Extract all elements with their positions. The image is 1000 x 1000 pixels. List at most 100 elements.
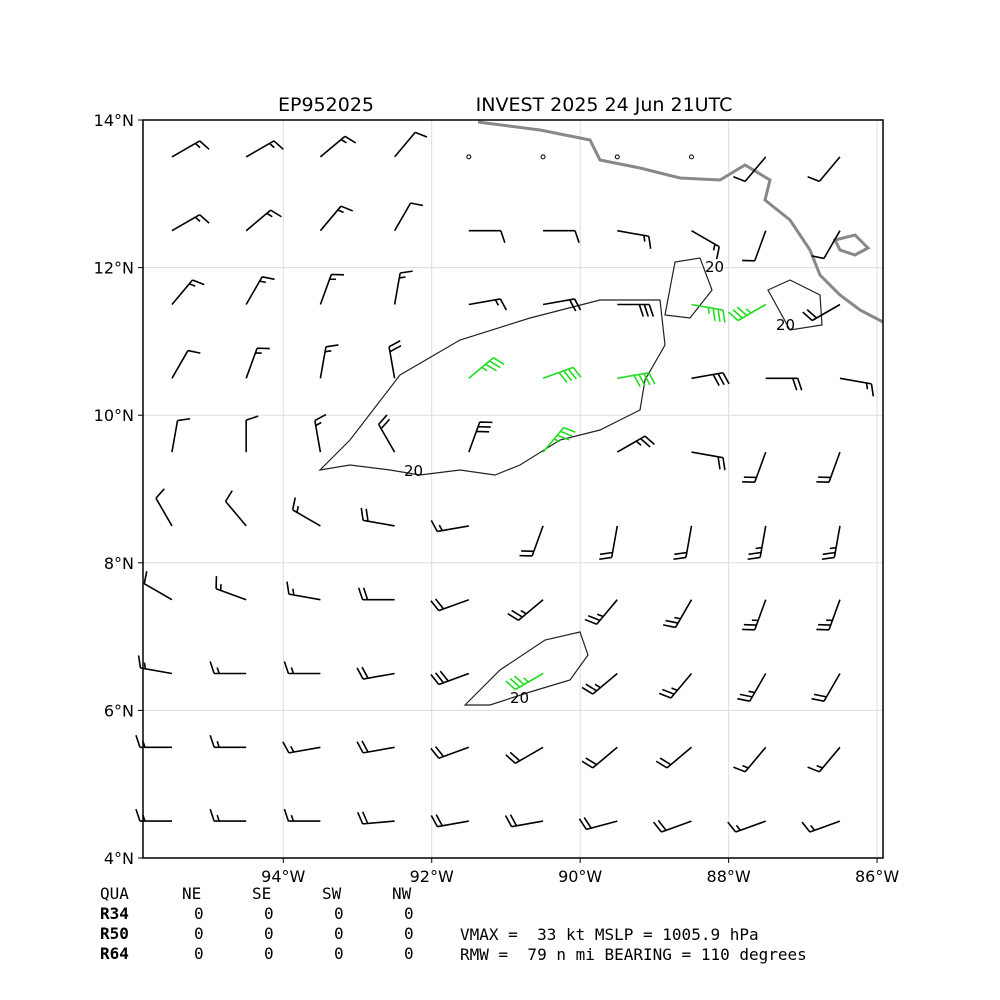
wind-barb bbox=[733, 746, 767, 773]
wind-barb bbox=[733, 156, 767, 183]
wind-barb bbox=[360, 507, 395, 527]
wind-barb bbox=[801, 820, 841, 833]
table-header: SE bbox=[252, 884, 271, 903]
wind-barb bbox=[617, 303, 655, 317]
title: INVEST 2025 24 Jun 21UTC bbox=[476, 94, 733, 116]
wind-barb bbox=[542, 366, 582, 383]
wind-barb bbox=[171, 140, 210, 158]
wind-barb bbox=[507, 599, 544, 621]
wind-barbs bbox=[135, 131, 875, 833]
wind-barb bbox=[137, 655, 173, 675]
wind-barb bbox=[209, 808, 247, 822]
wind-barb bbox=[505, 672, 544, 691]
wind-barb bbox=[430, 670, 470, 686]
map-frame bbox=[142, 119, 884, 859]
wind-barb bbox=[616, 435, 655, 453]
calm-marker bbox=[466, 154, 472, 160]
wind-barb bbox=[282, 741, 321, 754]
table-cell: 0 bbox=[264, 924, 274, 943]
table-header: NE bbox=[182, 884, 201, 903]
wind-barb bbox=[821, 525, 841, 561]
wind-barb bbox=[319, 205, 354, 232]
wind-barb bbox=[377, 414, 396, 453]
wind-barb bbox=[652, 819, 692, 833]
wind-barb bbox=[581, 672, 618, 695]
y-tick-label: 6°N bbox=[104, 701, 134, 720]
wind-barb bbox=[691, 451, 726, 471]
calm-marker bbox=[614, 154, 620, 160]
wind-barb bbox=[291, 497, 321, 527]
wind-barb bbox=[286, 581, 321, 601]
wind-barb bbox=[430, 814, 469, 828]
contour-label: 20 bbox=[705, 258, 724, 276]
wind-barb bbox=[215, 576, 247, 601]
contour-label: 20 bbox=[404, 462, 423, 480]
wind-barb bbox=[245, 415, 259, 453]
x-tick-label: 94°W bbox=[261, 867, 305, 886]
wind-barb bbox=[319, 344, 339, 379]
wind-barb bbox=[155, 488, 173, 527]
y-tick-label: 4°N bbox=[104, 849, 134, 868]
wind-barb bbox=[245, 347, 270, 379]
wind-barb bbox=[356, 740, 395, 754]
wind-barb bbox=[504, 814, 544, 828]
wind-barb bbox=[468, 229, 506, 243]
contour-label: 20 bbox=[776, 316, 795, 334]
wind-barb bbox=[135, 808, 172, 822]
wind-barb bbox=[839, 377, 875, 397]
stats-line: RMW = 79 n mi BEARING = 110 degrees bbox=[460, 945, 807, 964]
wind-barb bbox=[658, 672, 693, 699]
calm-marker bbox=[689, 154, 695, 160]
wind-barb bbox=[394, 131, 428, 158]
contour-label: 20 bbox=[510, 689, 529, 707]
y-tick-label: 10°N bbox=[94, 406, 134, 425]
grid bbox=[143, 119, 883, 859]
wind-barb bbox=[224, 490, 247, 527]
wind-barb bbox=[584, 599, 618, 625]
wind-barb bbox=[430, 519, 469, 533]
x-tick-label: 92°W bbox=[410, 867, 454, 886]
wind-barb bbox=[811, 230, 841, 260]
wind-barb bbox=[742, 599, 767, 631]
wind-barb bbox=[807, 746, 841, 773]
wind-barb bbox=[171, 417, 191, 453]
x-tick-label: 88°W bbox=[707, 867, 751, 886]
wind-barb bbox=[430, 598, 470, 612]
wind-barb bbox=[209, 735, 247, 749]
wind-barb bbox=[143, 571, 173, 601]
wind-barb bbox=[816, 599, 841, 631]
wind-barb bbox=[617, 229, 652, 249]
table-cell: 0 bbox=[194, 924, 204, 943]
axes: 94°W 92°W 90°W 88°W 86°W 4°N 6°N 8°N 10°N 12°N 14°… bbox=[94, 111, 900, 886]
wind-barb bbox=[765, 377, 803, 391]
wind-barb bbox=[807, 156, 841, 183]
wind-barb bbox=[542, 426, 576, 453]
wind-barb bbox=[430, 746, 470, 759]
wind-barb bbox=[468, 421, 493, 453]
wind-barb bbox=[245, 276, 275, 305]
wind-barb bbox=[283, 808, 321, 822]
wind-barb bbox=[742, 451, 767, 483]
wind-barb bbox=[171, 349, 201, 379]
wind-barb bbox=[691, 371, 730, 386]
wind-barb bbox=[617, 371, 656, 387]
wind-barb bbox=[747, 525, 767, 561]
table-cell: 0 bbox=[264, 944, 274, 963]
table-cell: R34 bbox=[100, 904, 129, 923]
y-tick-label: 14°N bbox=[94, 111, 134, 130]
wind-barb bbox=[393, 202, 424, 232]
wind-barb bbox=[283, 661, 321, 675]
table-header: SW bbox=[322, 884, 342, 903]
wind-barb bbox=[388, 340, 402, 379]
wind-barb bbox=[314, 413, 327, 453]
wind-barb bbox=[468, 298, 508, 311]
table-cell: 0 bbox=[194, 944, 204, 963]
calm-marker bbox=[540, 154, 546, 160]
wind-barb bbox=[393, 270, 413, 305]
table-cell: 0 bbox=[404, 924, 414, 943]
wind-barb bbox=[728, 303, 767, 322]
wind-barb bbox=[578, 817, 618, 831]
coastline bbox=[477, 120, 884, 324]
